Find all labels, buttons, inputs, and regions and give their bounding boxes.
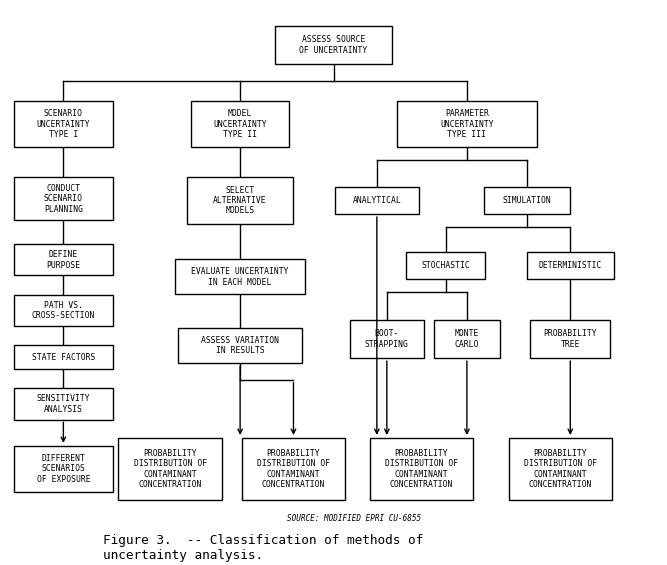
FancyBboxPatch shape (350, 320, 424, 358)
FancyBboxPatch shape (14, 389, 113, 419)
FancyBboxPatch shape (370, 438, 474, 500)
Text: PARAMETER
UNCERTAINTY
TYPE III: PARAMETER UNCERTAINTY TYPE III (440, 110, 494, 139)
FancyBboxPatch shape (178, 328, 301, 363)
FancyBboxPatch shape (191, 101, 289, 147)
Text: STATE FACTORS: STATE FACTORS (31, 353, 95, 362)
FancyBboxPatch shape (508, 438, 612, 500)
Text: SENSITIVITY
ANALYSIS: SENSITIVITY ANALYSIS (37, 394, 90, 414)
Text: MONTE
CARLO: MONTE CARLO (455, 329, 479, 349)
Text: CONDUCT
SCENARIO
PLANNING: CONDUCT SCENARIO PLANNING (44, 184, 83, 214)
FancyBboxPatch shape (14, 295, 113, 327)
FancyBboxPatch shape (397, 101, 537, 147)
FancyBboxPatch shape (434, 320, 500, 358)
Text: BOOT-
STRAPPING: BOOT- STRAPPING (365, 329, 409, 349)
Text: MODEL
UNCERTAINTY
TYPE II: MODEL UNCERTAINTY TYPE II (213, 110, 267, 139)
FancyBboxPatch shape (406, 252, 485, 279)
FancyBboxPatch shape (527, 252, 614, 279)
FancyBboxPatch shape (275, 26, 392, 64)
FancyBboxPatch shape (175, 259, 305, 294)
FancyBboxPatch shape (241, 438, 346, 500)
Text: SOURCE: MODIFIED EPRI CU-6855: SOURCE: MODIFIED EPRI CU-6855 (287, 514, 421, 523)
Text: SCENARIO
UNCERTAINTY
TYPE I: SCENARIO UNCERTAINTY TYPE I (37, 110, 90, 139)
Text: PROBABILITY
DISTRIBUTION OF
CONTAMINANT
CONCENTRATION: PROBABILITY DISTRIBUTION OF CONTAMINANT … (524, 449, 597, 489)
Text: DETERMINISTIC: DETERMINISTIC (538, 261, 602, 270)
Text: DEFINE
PURPOSE: DEFINE PURPOSE (46, 250, 81, 270)
FancyBboxPatch shape (335, 187, 419, 214)
Text: Figure 3.  -- Classification of methods of
uncertainty analysis.: Figure 3. -- Classification of methods o… (103, 534, 424, 562)
FancyBboxPatch shape (14, 177, 113, 220)
Text: STOCHASTIC: STOCHASTIC (421, 261, 470, 270)
FancyBboxPatch shape (530, 320, 610, 358)
FancyBboxPatch shape (14, 345, 113, 369)
Text: ANALYTICAL: ANALYTICAL (352, 196, 402, 205)
Text: EVALUATE UNCERTAINTY
IN EACH MODEL: EVALUATE UNCERTAINTY IN EACH MODEL (191, 267, 289, 286)
FancyBboxPatch shape (14, 446, 113, 492)
FancyBboxPatch shape (484, 187, 570, 214)
FancyBboxPatch shape (14, 101, 113, 147)
Text: PROBABILITY
TREE: PROBABILITY TREE (544, 329, 597, 349)
Text: ASSESS SOURCE
OF UNCERTAINTY: ASSESS SOURCE OF UNCERTAINTY (299, 36, 368, 55)
Text: SIMULATION: SIMULATION (502, 196, 552, 205)
Text: DIFFERENT
SCENARIOS
OF EXPOSURE: DIFFERENT SCENARIOS OF EXPOSURE (37, 454, 90, 484)
FancyBboxPatch shape (119, 438, 221, 500)
FancyBboxPatch shape (14, 244, 113, 275)
Text: PATH VS.
CROSS-SECTION: PATH VS. CROSS-SECTION (31, 301, 95, 320)
Text: SELECT
ALTERNATIVE
MODELS: SELECT ALTERNATIVE MODELS (213, 186, 267, 215)
Text: PROBABILITY
DISTRIBUTION OF
CONTAMINANT
CONCENTRATION: PROBABILITY DISTRIBUTION OF CONTAMINANT … (257, 449, 330, 489)
FancyBboxPatch shape (187, 177, 293, 224)
Text: PROBABILITY
DISTRIBUTION OF
CONTAMINANT
CONCENTRATION: PROBABILITY DISTRIBUTION OF CONTAMINANT … (385, 449, 458, 489)
Text: PROBABILITY
DISTRIBUTION OF
CONTAMINANT
CONCENTRATION: PROBABILITY DISTRIBUTION OF CONTAMINANT … (133, 449, 207, 489)
Text: ASSESS VARIATION
IN RESULTS: ASSESS VARIATION IN RESULTS (201, 336, 279, 355)
